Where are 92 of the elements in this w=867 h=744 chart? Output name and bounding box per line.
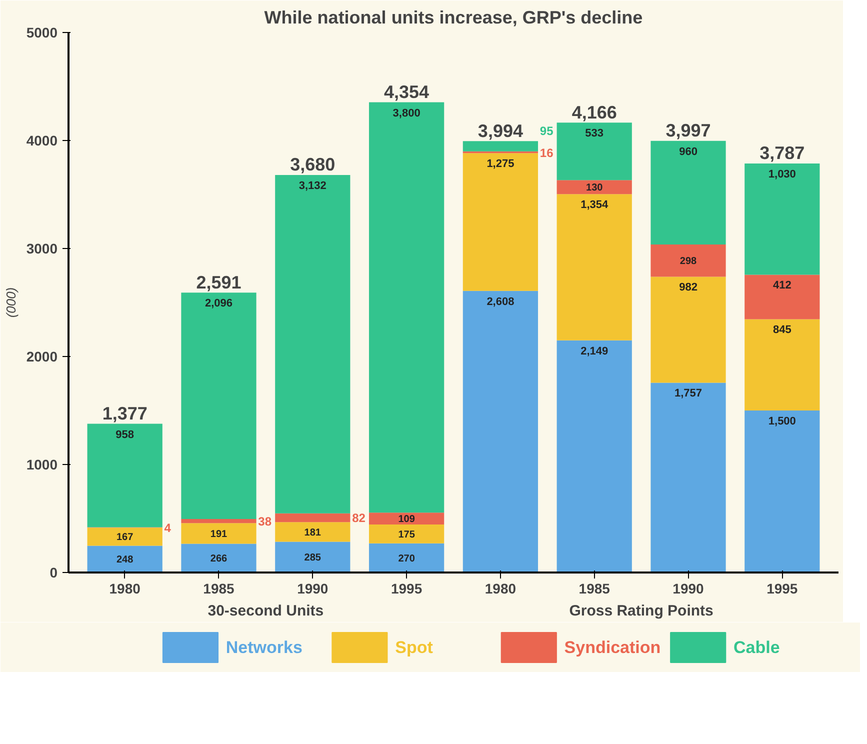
data-label: 181 xyxy=(304,527,322,538)
bar xyxy=(368,543,444,572)
bar xyxy=(87,546,162,572)
total-label: 4,166 xyxy=(572,102,617,122)
bar xyxy=(556,340,632,572)
x-tick-label: 1985 xyxy=(578,580,610,596)
bar xyxy=(462,153,538,291)
data-label: 82 xyxy=(352,511,366,526)
bar xyxy=(87,528,162,546)
data-label: 95 xyxy=(540,124,554,138)
bar xyxy=(181,519,256,524)
total-label: 3,787 xyxy=(760,143,805,164)
data-label: 958 xyxy=(116,428,134,441)
bar xyxy=(87,424,162,528)
bar xyxy=(744,274,820,320)
data-label: 248 xyxy=(116,554,134,566)
data-label: 3,800 xyxy=(392,107,420,120)
y-tick-label: 0 xyxy=(50,564,58,580)
bar xyxy=(556,122,632,180)
x-tick-label: 1990 xyxy=(672,580,704,596)
data-label: 412 xyxy=(772,280,792,292)
data-label: 1,500 xyxy=(768,416,796,428)
x-tick-label: 1985 xyxy=(203,580,235,596)
x-tick-label: 1990 xyxy=(297,580,328,596)
bar xyxy=(650,382,726,572)
y-tick-label: 1000 xyxy=(26,456,58,472)
bar xyxy=(556,180,632,194)
bar xyxy=(744,164,820,275)
x-tick-label: 1980 xyxy=(484,580,516,596)
bar xyxy=(368,524,444,544)
x-tick-label: 1995 xyxy=(766,580,798,596)
bar xyxy=(556,194,632,340)
data-label: 175 xyxy=(398,529,416,540)
data-label: 270 xyxy=(398,553,416,564)
text: Gross Rating Points xyxy=(569,602,714,620)
total-label: 3,997 xyxy=(666,120,711,141)
y-axis-title: (000) xyxy=(3,287,18,318)
y-tick-label: 4000 xyxy=(26,132,58,148)
data-label: 3,132 xyxy=(298,180,326,192)
y-tick-label: 2000 xyxy=(26,348,58,364)
y-tick-label: 5000 xyxy=(26,24,58,40)
legend-label: Spot xyxy=(395,638,434,657)
bar xyxy=(368,102,444,513)
data-label: 960 xyxy=(679,146,698,158)
data-label: 16 xyxy=(540,146,554,160)
total-label: 4,354 xyxy=(384,82,430,102)
bar xyxy=(181,292,256,520)
data-label: 191 xyxy=(210,528,228,540)
bar xyxy=(275,522,350,542)
y-tick-label: 3000 xyxy=(26,240,58,256)
legend-label: Networks xyxy=(226,638,302,657)
data-label: 2,096 xyxy=(204,298,233,310)
total-label: 2,591 xyxy=(196,272,242,292)
bar xyxy=(275,513,350,522)
bar xyxy=(275,542,350,572)
data-label: 130 xyxy=(586,182,604,194)
bar xyxy=(181,544,256,572)
text: 30-second Units xyxy=(208,602,324,620)
data-label: 982 xyxy=(679,282,698,294)
data-label: 109 xyxy=(398,514,416,526)
bar xyxy=(462,141,538,152)
data-label: 1,354 xyxy=(580,199,609,212)
x-tick-label: 1995 xyxy=(390,580,422,596)
total-label: 3,994 xyxy=(478,120,523,141)
total-label: 1,377 xyxy=(102,403,148,424)
x-tick-label: 1980 xyxy=(109,580,141,596)
legend-label: Syndication xyxy=(564,638,661,657)
bar xyxy=(275,175,350,514)
data-label: 298 xyxy=(680,256,698,268)
bar xyxy=(650,244,726,277)
data-label: 845 xyxy=(772,324,792,336)
bar xyxy=(650,276,726,383)
data-label: 1,757 xyxy=(674,388,702,400)
data-label: 1,275 xyxy=(486,158,514,170)
data-label: 1,030 xyxy=(768,168,796,181)
data-label: 4 xyxy=(164,520,172,535)
data-label: 533 xyxy=(585,128,604,140)
data-label: 285 xyxy=(304,552,322,564)
bar xyxy=(650,140,726,245)
bar xyxy=(181,523,256,544)
legend-label: Cable xyxy=(734,638,780,657)
data-label: 167 xyxy=(116,532,134,544)
data-label: 38 xyxy=(258,514,272,529)
bar xyxy=(462,290,538,572)
data-label: 266 xyxy=(210,554,228,565)
data-label: 2,149 xyxy=(580,345,608,358)
bar xyxy=(744,319,820,410)
chart-title: While national units increase, GRP's decline xyxy=(264,8,643,28)
bar xyxy=(368,512,444,524)
data-label: 2,608 xyxy=(486,296,514,308)
total-label: 3,680 xyxy=(290,154,336,175)
bar xyxy=(744,410,820,572)
